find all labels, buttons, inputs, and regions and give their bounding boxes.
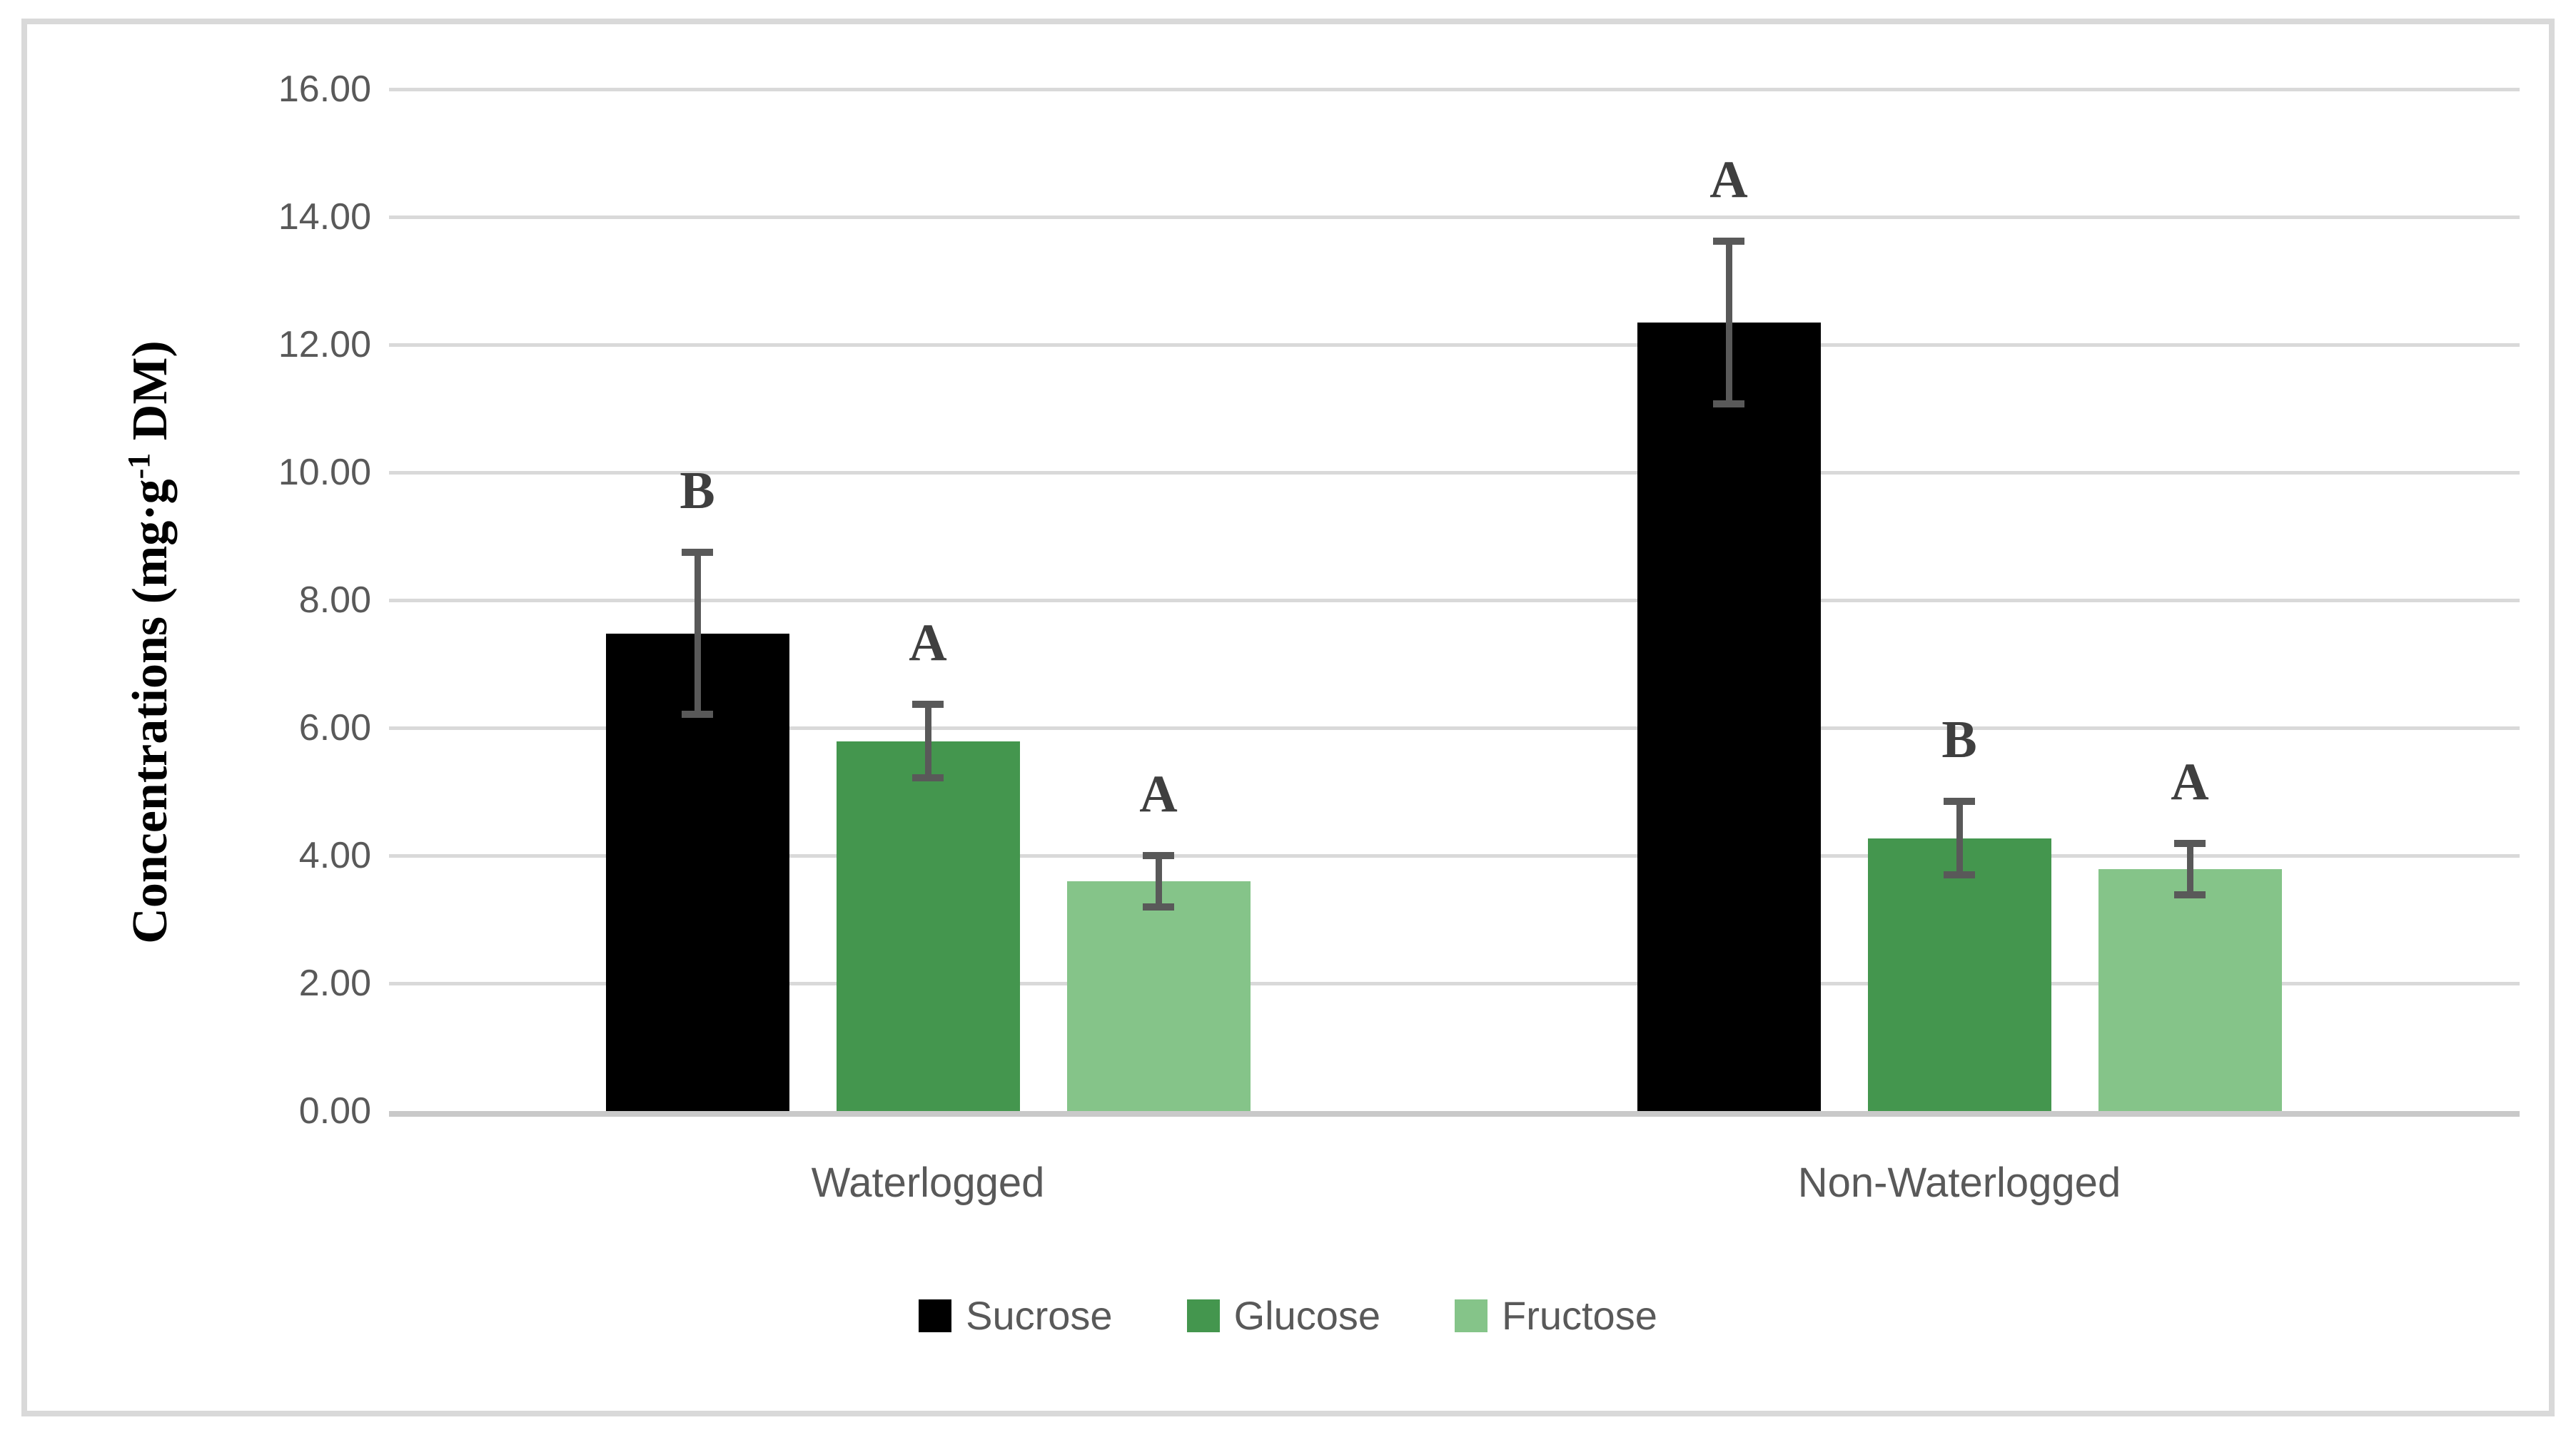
sig-letter-waterlogged-sucrose: B: [680, 462, 715, 521]
error-bar-line: [1155, 851, 1162, 911]
legend-swatch-sucrose: [919, 1299, 952, 1332]
y-axis-tick-label-2.00: 2.00: [298, 963, 371, 1004]
error-bar-cap-bottom: [1713, 400, 1744, 407]
y-axis-tick-label-12.00: 12.00: [278, 324, 371, 365]
legend-swatch-glucose: [1186, 1299, 1220, 1332]
legend-item-glucose: Glucose: [1186, 1293, 1380, 1339]
x-category-label-waterlogged: Waterlogged: [811, 1160, 1045, 1206]
x-axis-line: [389, 1111, 2520, 1117]
error-bar-cap-top: [1713, 237, 1744, 245]
error-bar-cap-top: [912, 701, 944, 709]
error-bar-cap-top: [1944, 798, 1975, 806]
gridline-y-8.00: [389, 599, 2520, 602]
error-bar-line: [1725, 237, 1732, 407]
error-bar-non-waterlogged-fructose: [2174, 839, 2206, 898]
error-bar-cap-bottom: [1143, 903, 1174, 911]
y-axis-tick-label-6.00: 6.00: [298, 707, 371, 749]
y-axis-title-superscript: -1: [121, 452, 156, 480]
error-bar-line: [1956, 798, 1963, 879]
bar-non-waterlogged-sucrose: [1637, 322, 1821, 1111]
y-axis-tick-label-8.00: 8.00: [298, 579, 371, 621]
gridline-y-2.00: [389, 982, 2520, 985]
sig-letter-non-waterlogged-sucrose: A: [1709, 150, 1748, 209]
y-axis-tick-label-0.00: 0.00: [298, 1090, 371, 1132]
legend: Sucrose Glucose Fructose: [0, 1293, 2576, 1339]
error-bar-cap-bottom: [2174, 891, 2206, 898]
legend-label-sucrose: Sucrose: [966, 1293, 1113, 1338]
gridline-y-16.00: [389, 88, 2520, 91]
y-axis-tick-label-14.00: 14.00: [278, 196, 371, 238]
legend-label-glucose: Glucose: [1233, 1293, 1380, 1338]
error-bar-cap-top: [1143, 851, 1174, 859]
error-bar-line: [924, 701, 931, 782]
bar-non-waterlogged-fructose: [2098, 868, 2282, 1111]
error-bar-cap-top: [2174, 839, 2206, 847]
bar-non-waterlogged-glucose: [1867, 838, 2051, 1111]
bar-waterlogged-fructose: [1066, 881, 1251, 1111]
legend-label-fructose: Fructose: [1502, 1293, 1657, 1338]
gridline-y-14.00: [389, 215, 2520, 219]
sig-letter-non-waterlogged-glucose: B: [1941, 711, 1977, 770]
error-bar-cap-top: [682, 549, 713, 557]
gridline-y-6.00: [389, 726, 2520, 730]
legend-swatch-fructose: [1455, 1299, 1487, 1332]
legend-item-fructose: Fructose: [1455, 1293, 1657, 1339]
error-bar-cap-bottom: [682, 710, 713, 718]
error-bar-cap-bottom: [912, 774, 944, 782]
chart-border-frame: [21, 19, 2555, 1416]
error-bar-non-waterlogged-sucrose: [1713, 237, 1744, 407]
error-bar-waterlogged-glucose: [912, 701, 944, 782]
bar-waterlogged-glucose: [836, 741, 1020, 1111]
y-axis-tick-label-4.00: 4.00: [298, 835, 371, 876]
x-category-label-non-waterlogged: Non-Waterlogged: [1797, 1160, 2121, 1206]
y-axis-tick-label-16.00: 16.00: [278, 69, 371, 110]
error-bar-line: [2186, 839, 2193, 898]
error-bar-waterlogged-fructose: [1143, 851, 1174, 911]
error-bar-waterlogged-sucrose: [682, 549, 713, 718]
sig-letter-waterlogged-fructose: A: [1139, 764, 1178, 823]
sig-letter-non-waterlogged-fructose: A: [2171, 752, 2209, 811]
y-axis-tick-label-10.00: 10.00: [278, 452, 371, 493]
y-axis-title: Concentrations (mg·g-1 DM): [121, 340, 179, 943]
legend-item-sucrose: Sucrose: [919, 1293, 1113, 1339]
y-axis-title-suffix: DM): [123, 340, 178, 453]
gridline-y-12.00: [389, 343, 2520, 347]
error-bar-line: [694, 549, 701, 718]
sig-letter-waterlogged-glucose: A: [909, 614, 947, 673]
error-bar-non-waterlogged-glucose: [1944, 798, 1975, 879]
gridline-y-10.00: [389, 471, 2520, 475]
error-bar-cap-bottom: [1944, 871, 1975, 879]
gridline-y-4.00: [389, 854, 2520, 858]
y-axis-title-text: Concentrations (mg·g: [123, 479, 178, 944]
